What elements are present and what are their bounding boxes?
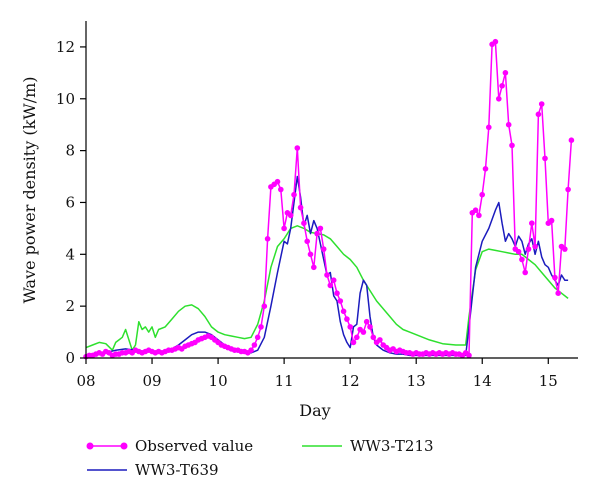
legend-item-observed: Observed value <box>86 437 253 455</box>
data-point-observed-value <box>370 334 377 341</box>
data-point-observed-value <box>327 282 334 289</box>
y-axis-title: Wave power density (kW/m) <box>20 76 39 303</box>
data-point-observed-value <box>565 186 571 193</box>
data-point-observed-value <box>314 230 320 237</box>
data-point-observed-value <box>258 324 264 330</box>
data-point-observed-value <box>261 303 268 310</box>
x-tick-label: 11 <box>275 372 294 390</box>
legend-item-ww3-t213: WW3-T213 <box>302 437 434 455</box>
data-point-observed-value <box>555 290 561 297</box>
x-tick-label: 15 <box>539 372 558 390</box>
data-point-observed-value <box>486 124 492 131</box>
y-tick-label: 6 <box>65 193 75 211</box>
data-point-observed-value <box>542 155 548 162</box>
legend-label-observed: Observed value <box>135 437 253 455</box>
x-axis-title: Day <box>299 401 330 420</box>
data-point-observed-value <box>251 342 258 348</box>
data-point-observed-value <box>377 337 383 343</box>
data-point-observed-value <box>317 225 324 232</box>
data-point-observed-value <box>350 339 357 346</box>
series-line-ww3-t213 <box>85 225 569 351</box>
x-tick-label: 10 <box>209 372 228 390</box>
data-point-observed-value <box>479 191 486 198</box>
data-point-observed-value <box>519 256 525 263</box>
data-point-observed-value <box>548 217 555 224</box>
data-point-observed-value <box>301 220 307 226</box>
data-point-observed-value <box>509 142 515 149</box>
data-point-observed-value <box>294 145 301 151</box>
y-tick-label: 4 <box>65 245 75 263</box>
data-point-observed-value <box>254 334 261 341</box>
data-point-observed-value <box>354 334 360 341</box>
data-point-observed-value <box>476 212 482 219</box>
data-point-observed-value <box>307 251 314 258</box>
data-point-observed-value <box>522 269 528 276</box>
legend-marker-observed-right <box>120 442 128 450</box>
data-point-observed-value <box>466 352 472 359</box>
data-point-observed-value <box>529 220 535 226</box>
data-point-observed-value <box>297 204 304 211</box>
data-point-observed-value <box>496 96 502 102</box>
plot-markers <box>83 38 575 360</box>
data-point-observed-value <box>502 70 509 76</box>
data-point-observed-value <box>311 264 317 271</box>
data-point-observed-value <box>344 316 350 322</box>
y-tick-label: 0 <box>65 349 75 367</box>
legend: Observed value WW3-T213 WW3-T639 <box>86 437 434 479</box>
legend-label-ww3-t213: WW3-T213 <box>350 437 434 455</box>
legend-item-ww3-t639: WW3-T639 <box>87 461 219 479</box>
data-point-observed-value <box>337 298 344 304</box>
x-tick-label: 09 <box>142 372 161 390</box>
data-point-observed-value <box>334 290 340 297</box>
data-point-observed-value <box>515 248 522 255</box>
x-ticks: 08 09 10 11 12 13 14 15 <box>76 358 558 390</box>
series-line-ww3-t639 <box>85 175 569 357</box>
x-tick-label: 13 <box>407 372 426 390</box>
data-point-observed-value <box>363 318 370 325</box>
data-point-observed-value <box>535 111 542 118</box>
data-point-observed-value <box>320 246 327 252</box>
data-point-observed-value <box>482 166 489 172</box>
x-tick-label: 12 <box>341 372 360 390</box>
data-point-observed-value <box>324 272 330 278</box>
x-tick-label: 14 <box>473 372 492 390</box>
data-point-observed-value <box>532 243 538 250</box>
data-point-observed-value <box>340 308 347 315</box>
data-point-observed-value <box>525 246 532 252</box>
data-point-observed-value <box>264 236 271 242</box>
data-point-observed-value <box>291 191 297 198</box>
y-tick-label: 8 <box>65 142 75 160</box>
data-point-observed-value <box>552 274 558 281</box>
data-point-observed-value <box>499 83 505 89</box>
data-point-observed-value <box>248 347 254 354</box>
data-point-observed-value <box>330 277 337 284</box>
data-point-observed-value <box>492 38 499 45</box>
data-point-observed-value <box>568 137 575 143</box>
legend-label-ww3-t639: WW3-T639 <box>135 461 219 479</box>
legend-marker-observed-left <box>86 442 94 450</box>
y-tick-label: 12 <box>56 38 75 56</box>
series-line-observed-value <box>85 40 573 358</box>
data-point-observed-value <box>281 225 287 232</box>
y-tick-label: 2 <box>65 297 75 315</box>
x-tick-label: 08 <box>76 372 95 390</box>
y-ticks: 0 2 4 6 8 10 12 <box>56 38 86 367</box>
data-point-observed-value <box>278 186 284 193</box>
data-point-observed-value <box>562 246 568 252</box>
data-point-observed-value <box>472 207 479 213</box>
y-tick-label: 10 <box>56 90 75 108</box>
data-point-observed-value <box>287 212 294 219</box>
data-point-observed-value <box>367 324 373 330</box>
data-point-observed-value <box>347 324 354 330</box>
data-point-observed-value <box>505 121 512 128</box>
plot-lines <box>85 40 573 358</box>
data-point-observed-value <box>538 101 545 107</box>
data-point-observed-value <box>304 238 311 245</box>
data-point-observed-value <box>274 178 281 185</box>
data-point-observed-value <box>360 329 367 335</box>
